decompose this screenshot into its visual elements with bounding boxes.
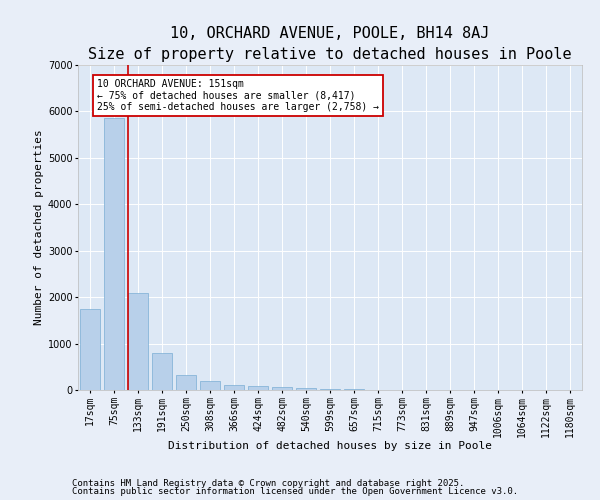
Text: Contains HM Land Registry data © Crown copyright and database right 2025.: Contains HM Land Registry data © Crown c…: [72, 478, 464, 488]
Bar: [128, 292, 148, 390]
Bar: [152, 353, 172, 390]
Bar: [200, 381, 220, 390]
Bar: [104, 118, 124, 390]
Title: 10, ORCHARD AVENUE, POOLE, BH14 8AJ
Size of property relative to detached houses: 10, ORCHARD AVENUE, POOLE, BH14 8AJ Size…: [88, 26, 572, 63]
X-axis label: Distribution of detached houses by size in Poole: Distribution of detached houses by size …: [168, 441, 492, 451]
Y-axis label: Number of detached properties: Number of detached properties: [34, 130, 44, 326]
Bar: [296, 388, 316, 390]
Text: Contains public sector information licensed under the Open Government Licence v3: Contains public sector information licen…: [72, 487, 518, 496]
Text: 10 ORCHARD AVENUE: 151sqm
← 75% of detached houses are smaller (8,417)
25% of se: 10 ORCHARD AVENUE: 151sqm ← 75% of detac…: [97, 79, 379, 112]
Bar: [176, 374, 196, 390]
Bar: [80, 308, 100, 390]
Bar: [224, 385, 244, 390]
Bar: [272, 387, 292, 390]
Bar: [248, 386, 268, 390]
Bar: [320, 388, 340, 390]
